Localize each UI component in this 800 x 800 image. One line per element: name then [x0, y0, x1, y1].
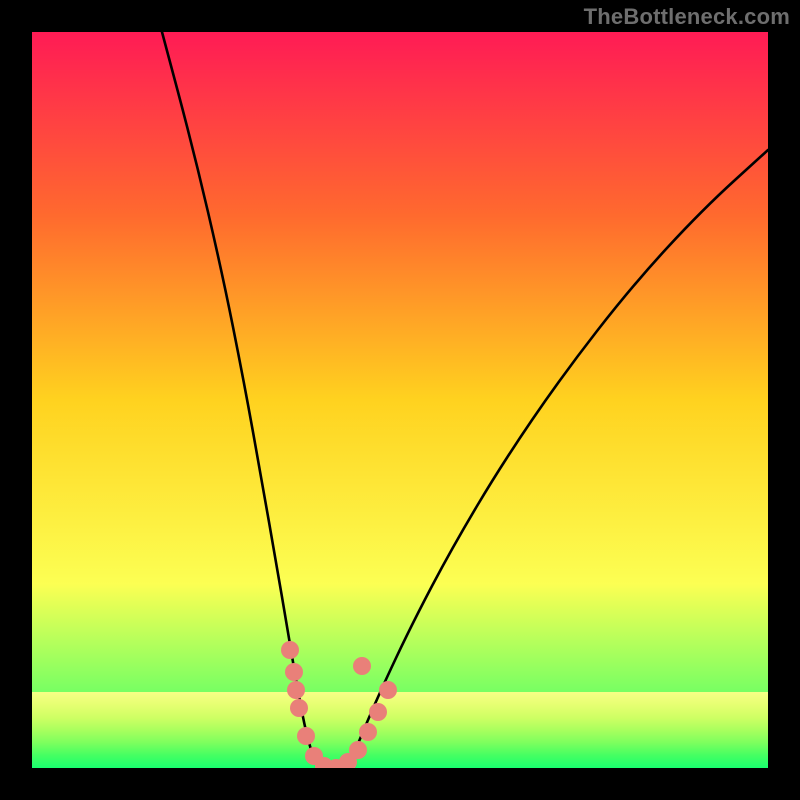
data-marker	[290, 699, 308, 717]
chart-container: TheBottleneck.com	[0, 0, 800, 800]
data-marker	[297, 727, 315, 745]
curve	[348, 150, 768, 768]
data-marker	[353, 657, 371, 675]
watermark-text: TheBottleneck.com	[584, 4, 790, 30]
data-marker	[359, 723, 377, 741]
data-marker	[281, 641, 299, 659]
data-marker	[349, 741, 367, 759]
curves-layer	[32, 32, 768, 768]
data-marker	[379, 681, 397, 699]
data-marker	[285, 663, 303, 681]
data-marker	[369, 703, 387, 721]
plot-area	[32, 32, 768, 768]
data-marker	[287, 681, 305, 699]
